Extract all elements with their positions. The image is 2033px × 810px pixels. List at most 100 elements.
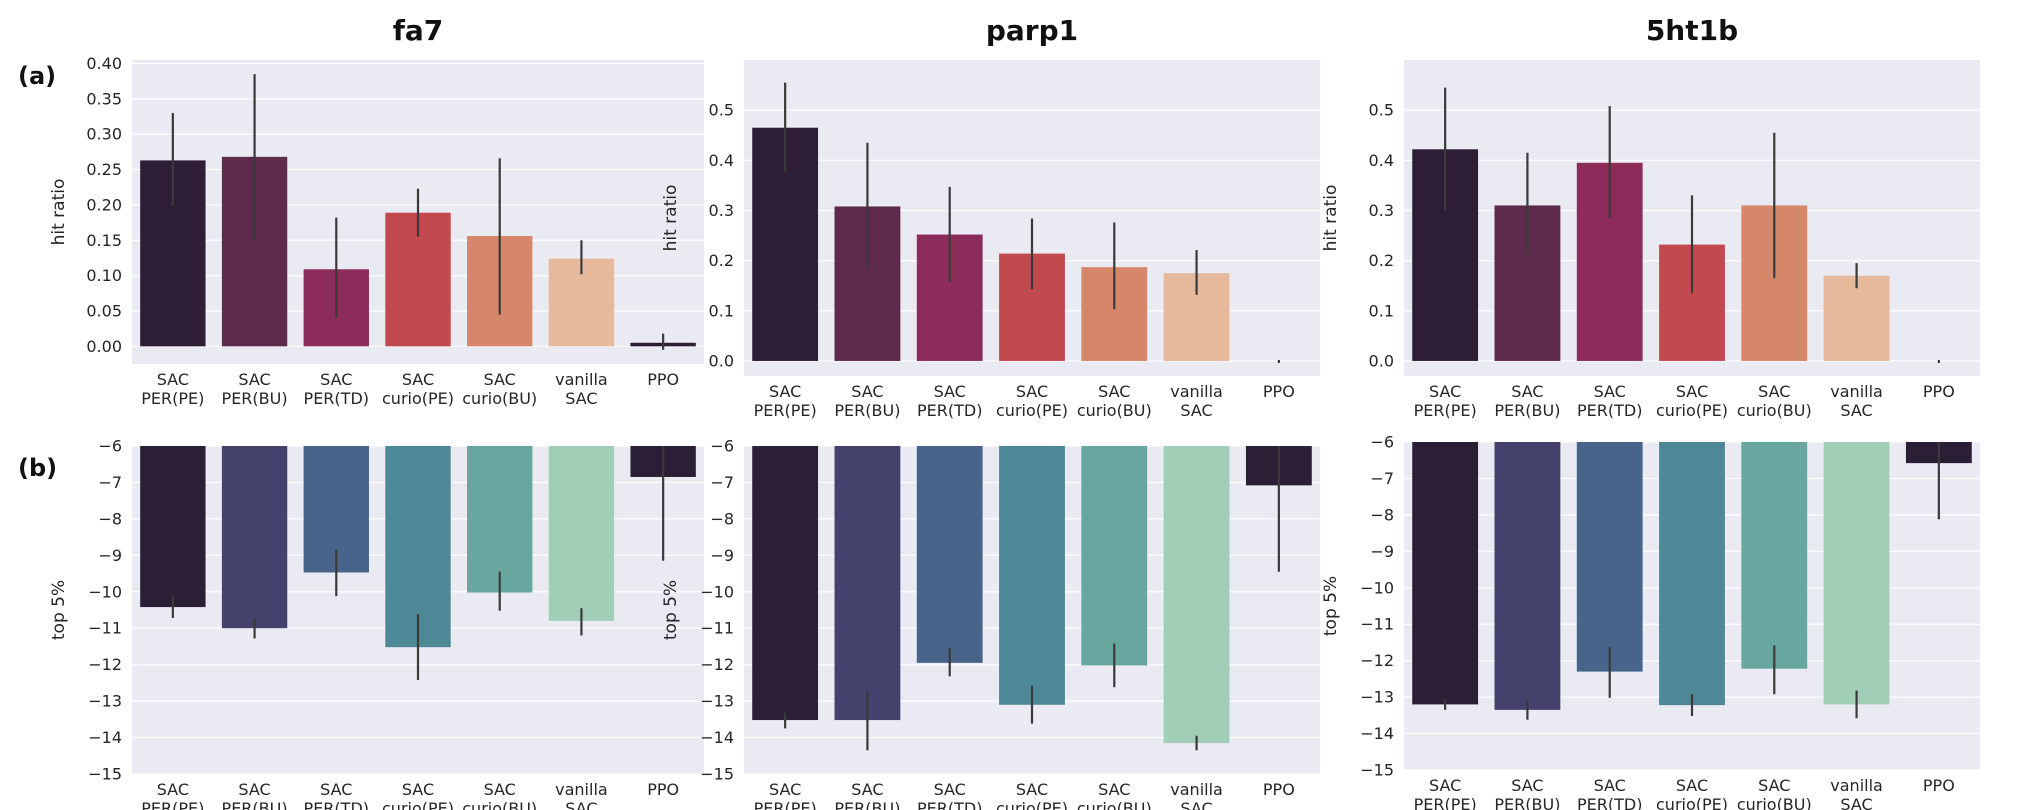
x-tick-line: SAC bbox=[238, 780, 270, 799]
bar bbox=[1659, 442, 1725, 706]
y-tick-label: −15 bbox=[700, 765, 734, 784]
x-tick-label: SAC curio(BU) bbox=[1077, 780, 1152, 810]
y-tick-label: 0.0 bbox=[1369, 351, 1394, 370]
x-tick-label: SAC PER(PE) bbox=[754, 780, 817, 810]
y-tick-label: 0.0 bbox=[709, 351, 734, 370]
x-tick-line: PPO bbox=[1923, 776, 1955, 795]
y-tick-label: −11 bbox=[88, 619, 122, 638]
x-tick-label: vanilla SAC bbox=[1170, 382, 1223, 420]
y-tick-label: −14 bbox=[88, 728, 122, 747]
row-label-b: (b) bbox=[18, 454, 57, 482]
x-tick-line: SAC bbox=[1429, 382, 1461, 401]
y-tick-label: −6 bbox=[1370, 433, 1394, 452]
y-tick-label: −14 bbox=[1360, 724, 1394, 743]
y-tick-label: −7 bbox=[710, 473, 734, 492]
y-tick-label: −13 bbox=[88, 692, 122, 711]
y-tick-label: 0.4 bbox=[709, 151, 734, 170]
x-tick-label: PPO bbox=[1923, 382, 1955, 401]
x-tick-line: curio(PE) bbox=[382, 799, 454, 810]
x-tick-line: PER(BU) bbox=[1494, 401, 1560, 420]
x-tick-line: PER(PE) bbox=[1414, 401, 1477, 420]
y-tick-label: −6 bbox=[710, 437, 734, 456]
bar bbox=[834, 446, 901, 721]
x-tick-label: SAC PER(BU) bbox=[1494, 776, 1560, 810]
x-tick-label: vanilla SAC bbox=[1170, 780, 1223, 810]
x-tick-label: SAC PER(PE) bbox=[1414, 776, 1477, 810]
x-tick-line: SAC bbox=[851, 382, 883, 401]
y-tick-label: −10 bbox=[88, 582, 122, 601]
x-tick-label: SAC PER(TD) bbox=[304, 370, 369, 408]
y-tick-label: −7 bbox=[98, 473, 122, 492]
y-tick-label: −10 bbox=[700, 582, 734, 601]
x-tick-line: PER(BU) bbox=[834, 401, 900, 420]
y-tick-label: 0.4 bbox=[1369, 151, 1394, 170]
x-tick-line: SAC bbox=[1758, 776, 1790, 795]
x-tick-label: SAC PER(BU) bbox=[1494, 382, 1560, 420]
bar bbox=[1741, 442, 1808, 669]
x-tick-line: SAC bbox=[402, 370, 434, 389]
x-tick-label: SAC curio(PE) bbox=[382, 370, 454, 408]
bar bbox=[752, 446, 819, 721]
x-tick-line: PPO bbox=[1923, 382, 1955, 401]
x-tick-line: SAC bbox=[851, 780, 883, 799]
x-tick-line: curio(BU) bbox=[1737, 401, 1812, 420]
x-tick-line: SAC bbox=[934, 780, 966, 799]
bar bbox=[385, 446, 451, 648]
x-tick-line: PER(BU) bbox=[834, 799, 900, 810]
y-axis-label: top 5% bbox=[49, 580, 69, 640]
x-tick-line: PER(TD) bbox=[1577, 795, 1642, 810]
x-tick-line: curio(BU) bbox=[1077, 401, 1152, 420]
x-tick-line: PER(BU) bbox=[1494, 795, 1560, 810]
x-tick-label: SAC curio(BU) bbox=[1077, 382, 1152, 420]
x-tick-label: PPO bbox=[1923, 776, 1955, 795]
y-tick-label: 0.1 bbox=[709, 301, 734, 320]
x-tick-label: SAC PER(BU) bbox=[834, 780, 900, 810]
y-tick-label: −12 bbox=[88, 655, 122, 674]
x-tick-line: SAC bbox=[769, 382, 801, 401]
y-tick-label: −8 bbox=[710, 509, 734, 528]
y-axis-label: hit ratio bbox=[1321, 185, 1341, 252]
y-tick-label: −13 bbox=[1360, 688, 1394, 707]
y-tick-label: −9 bbox=[710, 546, 734, 565]
x-tick-line: PPO bbox=[647, 780, 679, 799]
x-tick-line: curio(BU) bbox=[462, 389, 537, 408]
x-tick-line: SAC bbox=[1429, 776, 1461, 795]
x-tick-line: SAC bbox=[1511, 382, 1543, 401]
x-tick-line: PER(PE) bbox=[1414, 795, 1477, 810]
x-tick-line: PER(PE) bbox=[754, 799, 817, 810]
x-tick-label: PPO bbox=[1263, 382, 1295, 401]
x-tick-label: SAC curio(BU) bbox=[1737, 382, 1812, 420]
x-tick-line: PER(PE) bbox=[754, 401, 817, 420]
y-tick-label: −13 bbox=[700, 692, 734, 711]
x-tick-line: vanilla bbox=[1170, 780, 1223, 799]
y-tick-label: −15 bbox=[88, 765, 122, 784]
bar bbox=[221, 446, 288, 629]
y-tick-label: 0.25 bbox=[86, 160, 122, 179]
x-tick-line: SAC bbox=[1016, 382, 1048, 401]
x-tick-line: vanilla bbox=[555, 370, 608, 389]
y-tick-label: 0.20 bbox=[86, 195, 122, 214]
x-tick-label: vanilla SAC bbox=[1830, 776, 1883, 810]
x-tick-line: vanilla bbox=[1830, 382, 1883, 401]
x-tick-line: PER(BU) bbox=[222, 389, 288, 408]
bar bbox=[140, 446, 206, 608]
bar bbox=[999, 446, 1065, 705]
y-tick-label: −14 bbox=[700, 728, 734, 747]
x-tick-line: PER(TD) bbox=[917, 401, 982, 420]
y-axis-label: top 5% bbox=[1321, 576, 1341, 636]
x-tick-label: vanilla SAC bbox=[1830, 382, 1883, 420]
y-tick-label: −8 bbox=[1370, 505, 1394, 524]
bar bbox=[467, 446, 533, 593]
x-tick-line: vanilla bbox=[555, 780, 608, 799]
x-tick-line: PER(TD) bbox=[1577, 401, 1642, 420]
y-tick-label: −11 bbox=[1360, 615, 1394, 634]
y-tick-label: −10 bbox=[1360, 578, 1394, 597]
y-tick-label: 0.10 bbox=[86, 266, 122, 285]
y-tick-label: 0.40 bbox=[86, 54, 122, 73]
y-tick-label: −8 bbox=[98, 509, 122, 528]
